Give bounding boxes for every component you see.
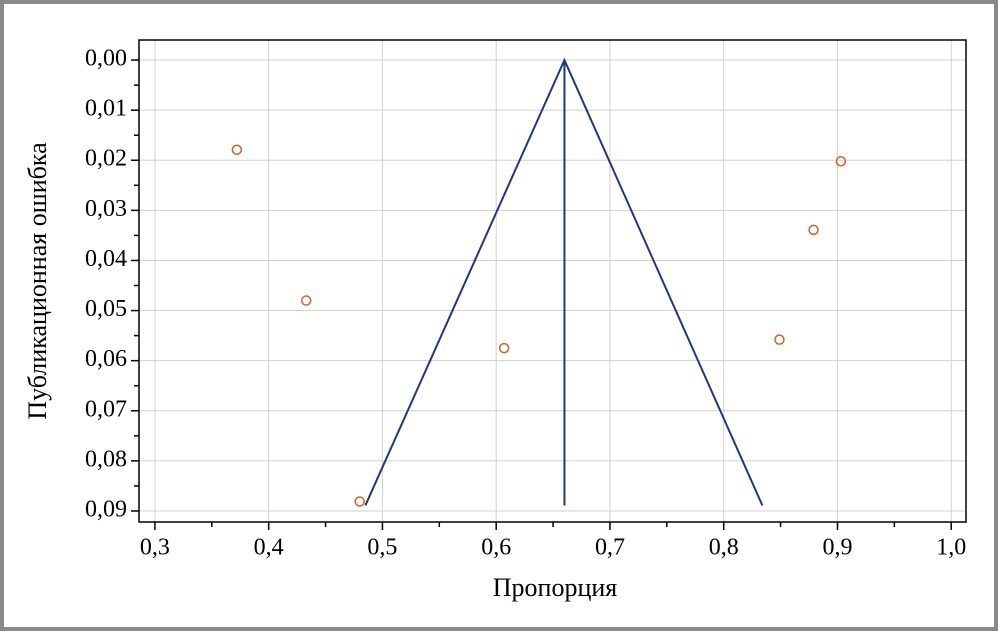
study-point: [300, 295, 312, 306]
x-tick-label: 0,8: [709, 535, 739, 561]
y-tick-label: 0,02: [85, 146, 127, 172]
x-tick-label: 0,5: [367, 535, 397, 561]
study-point: [231, 144, 243, 155]
study-point: [808, 224, 819, 236]
study-point: [835, 156, 847, 167]
x-tick-label: 0,4: [254, 535, 284, 561]
y-tick-label: 0,04: [85, 246, 127, 272]
y-tick-label: 0,03: [85, 196, 127, 222]
x-tick-label: 0,3: [140, 535, 170, 561]
y-tick-label: 0,07: [85, 396, 127, 422]
study-point: [354, 496, 365, 507]
y-tick-label: 0,05: [85, 296, 127, 322]
y-tick-label: 0,08: [85, 446, 127, 472]
study-point: [774, 334, 785, 345]
x-tick-label: 0,6: [481, 535, 511, 561]
x-axis-label: Пропорция: [493, 573, 618, 602]
y-tick-label: 0,01: [85, 96, 127, 122]
x-tick-label: 1,0: [936, 535, 966, 561]
x-tick-label: 0,7: [595, 535, 625, 561]
y-tick-label: 0,09: [85, 496, 127, 522]
plot-border: [138, 39, 967, 523]
y-tick-label: 0,06: [85, 346, 127, 372]
x-tick-label: 0,9: [822, 535, 852, 561]
y-tick-label: 0,00: [85, 46, 127, 72]
y-axis-label: Публикационная ошибка: [23, 142, 52, 420]
study-point: [498, 342, 510, 354]
